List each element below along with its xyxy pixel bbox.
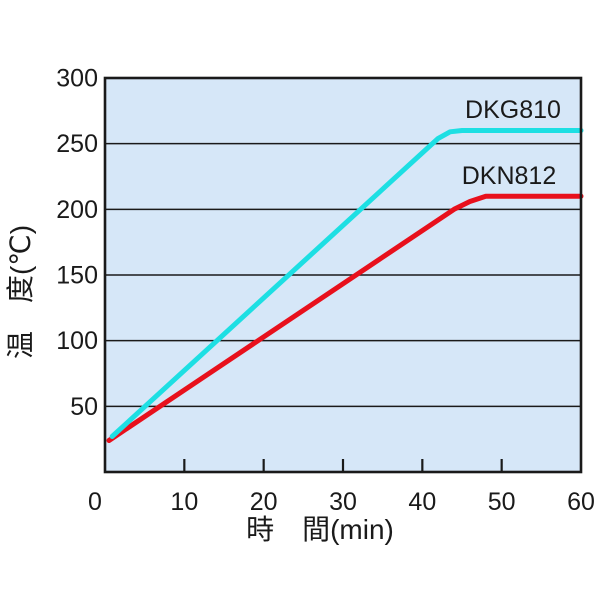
x-tick-label-20: 20 bbox=[250, 488, 278, 516]
x-tick-label-60: 60 bbox=[567, 488, 595, 516]
x-axis-ticks bbox=[183, 459, 503, 472]
y-tick-label-150: 150 bbox=[56, 262, 98, 290]
y-tick-label-100: 100 bbox=[56, 327, 98, 355]
y-tick-label-50: 50 bbox=[70, 393, 98, 421]
x-tick-label-50: 50 bbox=[488, 488, 516, 516]
x-tick-label-10: 10 bbox=[170, 488, 198, 516]
x-tick-label-0: 0 bbox=[88, 488, 102, 516]
series-lines bbox=[106, 128, 584, 443]
y-tick-label-250: 250 bbox=[56, 130, 98, 158]
x-tick-labels: 0 10 20 30 40 50 60 bbox=[88, 488, 595, 516]
x-axis-title: 時 間(min) bbox=[246, 514, 394, 545]
series-label-dkn812: DKN812 bbox=[462, 162, 557, 190]
series-line-dkn812 bbox=[106, 193, 584, 443]
series-labels: DKN812 DKG810 bbox=[462, 96, 561, 190]
series-label-dkg810: DKG810 bbox=[465, 96, 561, 124]
y-tick-label-200: 200 bbox=[56, 196, 98, 224]
x-tick-label-30: 30 bbox=[329, 488, 357, 516]
y-tick-labels: 50 100 150 200 250 300 bbox=[56, 65, 98, 421]
series-line-dkg810 bbox=[109, 128, 584, 439]
plot-border bbox=[103, 76, 583, 474]
y-axis-title: 温 度(℃) bbox=[5, 225, 36, 359]
gridlines bbox=[105, 142, 581, 408]
x-tick-label-40: 40 bbox=[408, 488, 436, 516]
y-tick-label-300: 300 bbox=[56, 65, 98, 93]
